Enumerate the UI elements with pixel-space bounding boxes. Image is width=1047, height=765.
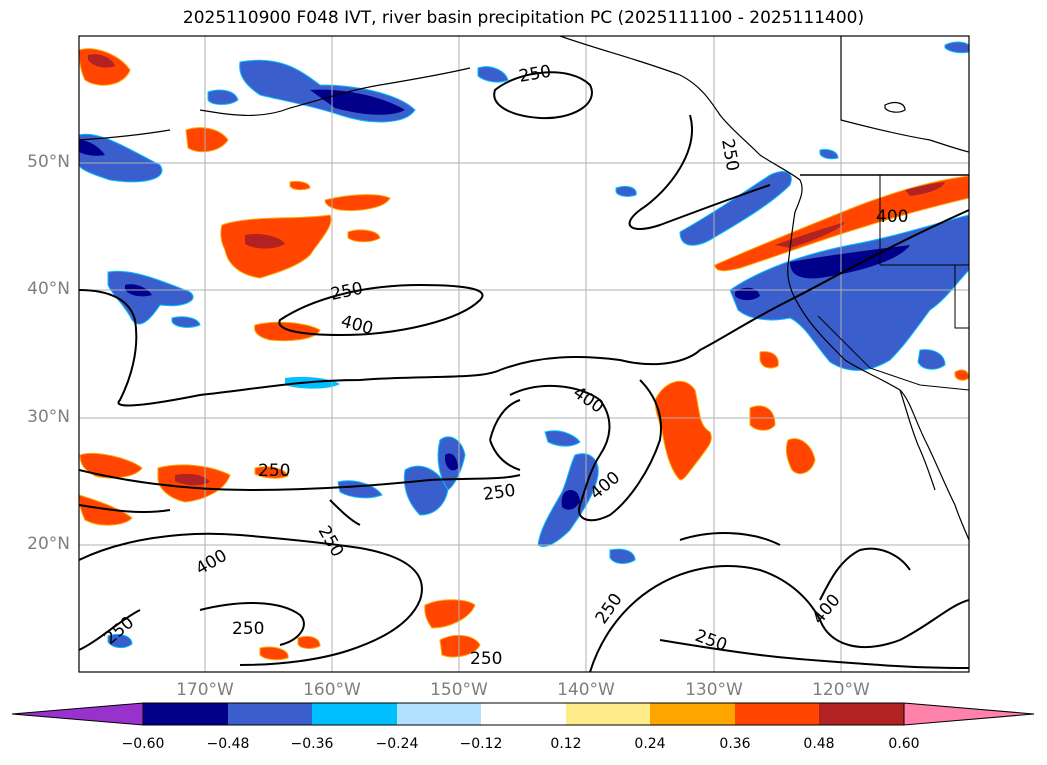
shade-neg [403, 465, 449, 516]
shade-pos [297, 635, 321, 649]
colorbar-tick: 0.60 [888, 736, 920, 752]
lon-label: 120°W [812, 680, 870, 700]
colorbar-extend-max [903, 702, 1035, 726]
colorbar-tick: −0.48 [206, 736, 250, 752]
map-background [79, 36, 969, 672]
coastlines [79, 36, 969, 541]
shade-neg-core [561, 490, 580, 510]
colorbar-tick: −0.24 [375, 736, 419, 752]
lat-label: 40°N [27, 279, 70, 299]
colorbar [11, 702, 1035, 726]
contour-label: 250 [232, 619, 264, 639]
shade-pos [785, 438, 816, 475]
colorbar-bin [650, 703, 735, 725]
shade-neg-core [445, 453, 458, 471]
shade-pos-core [245, 234, 285, 249]
shade-pos-core [88, 54, 115, 68]
shade-neg [729, 214, 969, 371]
shade-neg-core [79, 140, 105, 156]
shade-neg [79, 133, 163, 183]
lon-label: 130°W [685, 680, 743, 700]
colorbar-tick: 0.48 [803, 736, 835, 752]
contour-label: 400 [876, 207, 908, 227]
shade-pos-core [175, 473, 210, 486]
lat-label: 50°N [27, 152, 70, 172]
contour-label: 250 [482, 481, 517, 505]
graticule [79, 36, 969, 672]
contour-label: 250 [470, 649, 502, 669]
shade-pos [289, 180, 311, 191]
colorbar-tick: 0.36 [719, 736, 751, 752]
shade-pos-core [775, 222, 845, 248]
shade-pos [759, 351, 779, 369]
colorbar-bin [819, 703, 904, 725]
colorbar-bin [312, 703, 397, 725]
lon-label: 170°W [176, 680, 234, 700]
colorbar-bin [566, 703, 650, 725]
colorbar-tick: −0.12 [459, 736, 503, 752]
contour-label: 250 [258, 461, 290, 481]
shade-neg [819, 149, 839, 160]
shade-pos [439, 634, 481, 658]
shade-pos [347, 229, 381, 243]
shade-neg [609, 548, 636, 564]
ivt-contours [79, 71, 969, 672]
colorbar-tick: 0.12 [550, 736, 582, 752]
lon-label: 140°W [557, 680, 615, 700]
shade-neg [544, 430, 581, 447]
shade-neg [679, 171, 792, 246]
shade-pos [254, 321, 321, 342]
lat-label: 20°N [27, 534, 70, 554]
colorbar-extend-min [11, 702, 144, 726]
shade-pos [79, 452, 143, 479]
shade-pos [254, 466, 289, 479]
precip-shading [79, 41, 969, 661]
shade-neg [477, 66, 509, 83]
shade-neg [944, 41, 969, 54]
colorbar-bin [481, 703, 566, 725]
shade-neg [207, 89, 239, 105]
colorbar-tick: 0.24 [634, 736, 666, 752]
colorbar-frame [142, 702, 905, 726]
lon-label: 160°W [303, 680, 361, 700]
shade-neg [107, 633, 133, 649]
shade-neg [171, 316, 201, 328]
colorbar-bin [735, 703, 819, 725]
shade-neg [917, 349, 946, 370]
colorbar-tick: −0.36 [290, 736, 334, 752]
shade-pos [324, 194, 391, 211]
lon-label: 150°W [430, 680, 488, 700]
shade-neg [615, 185, 637, 197]
shade-pos [954, 369, 969, 381]
shade-neg [337, 480, 383, 499]
map-title: 2025110900 F048 IVT, river basin precipi… [182, 8, 865, 28]
colorbar-bin [143, 703, 228, 725]
colorbar-tick: −0.60 [121, 736, 165, 752]
shade-pos [259, 646, 289, 661]
lat-label: 30°N [27, 407, 70, 427]
map-frame [78, 35, 970, 673]
shade-neg-core [735, 287, 760, 301]
shade-pos [424, 599, 476, 629]
shade-pos [185, 127, 229, 153]
colorbar-bin [397, 703, 481, 725]
shade-pos-core [905, 182, 945, 196]
colorbar-bin [228, 703, 312, 725]
